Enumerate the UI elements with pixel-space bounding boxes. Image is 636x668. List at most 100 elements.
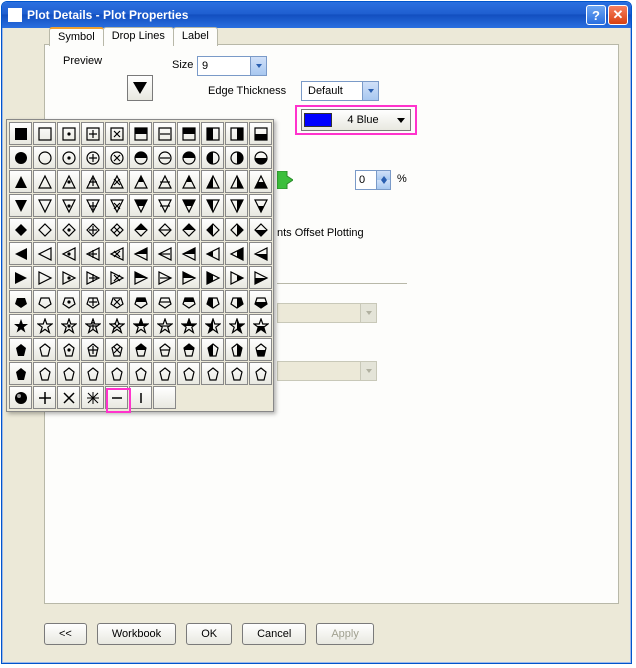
- symbol-cell[interactable]: [249, 146, 272, 169]
- edge-thickness-dropdown-icon[interactable]: [362, 82, 378, 100]
- symbol-cell[interactable]: [81, 266, 104, 289]
- symbol-cell[interactable]: [225, 314, 248, 337]
- symbol-cell[interactable]: [33, 194, 56, 217]
- symbol-cell[interactable]: [57, 218, 80, 241]
- spinner-down-icon[interactable]: [377, 180, 390, 189]
- symbol-cell[interactable]: [57, 170, 80, 193]
- symbol-cell[interactable]: [105, 362, 128, 385]
- symbol-cell[interactable]: [9, 266, 32, 289]
- symbol-cell[interactable]: [105, 266, 128, 289]
- symbol-cell[interactable]: [201, 194, 224, 217]
- percent-spinner[interactable]: 0: [355, 170, 391, 190]
- symbol-cell[interactable]: [249, 266, 272, 289]
- symbol-cell[interactable]: [57, 290, 80, 313]
- symbol-cell[interactable]: [129, 146, 152, 169]
- tab-drop-lines[interactable]: Drop Lines: [103, 27, 174, 46]
- symbol-cell[interactable]: [177, 362, 200, 385]
- symbol-cell[interactable]: [225, 218, 248, 241]
- symbol-cell[interactable]: [153, 146, 176, 169]
- symbol-cell[interactable]: [177, 146, 200, 169]
- size-dropdown-icon[interactable]: [250, 57, 266, 75]
- symbol-cell[interactable]: [129, 170, 152, 193]
- symbol-cell[interactable]: [81, 314, 104, 337]
- symbol-cell[interactable]: [105, 170, 128, 193]
- symbol-cell[interactable]: [57, 314, 80, 337]
- symbol-cell[interactable]: [105, 122, 128, 145]
- symbol-cell[interactable]: [153, 362, 176, 385]
- symbol-cell[interactable]: [153, 290, 176, 313]
- symbol-cell[interactable]: [9, 122, 32, 145]
- symbol-cell[interactable]: [33, 146, 56, 169]
- titlebar[interactable]: Plot Details - Plot Properties ? ✕: [2, 2, 631, 28]
- symbol-cell[interactable]: [129, 242, 152, 265]
- symbol-cell[interactable]: [9, 386, 32, 409]
- symbol-cell[interactable]: [249, 122, 272, 145]
- symbol-cell[interactable]: [249, 314, 272, 337]
- symbol-cell[interactable]: [9, 146, 32, 169]
- symbol-cell[interactable]: [249, 290, 272, 313]
- symbol-cell[interactable]: [153, 122, 176, 145]
- symbol-cell[interactable]: [201, 266, 224, 289]
- symbol-cell[interactable]: [81, 338, 104, 361]
- symbol-cell[interactable]: [129, 266, 152, 289]
- symbol-cell[interactable]: [201, 338, 224, 361]
- symbol-cell[interactable]: [105, 314, 128, 337]
- symbol-cell[interactable]: [201, 122, 224, 145]
- symbol-cell[interactable]: [129, 386, 152, 409]
- symbol-cell[interactable]: [201, 170, 224, 193]
- symbol-cell[interactable]: [57, 362, 80, 385]
- symbol-cell[interactable]: [57, 338, 80, 361]
- symbol-cell[interactable]: [153, 242, 176, 265]
- symbol-cell[interactable]: [225, 242, 248, 265]
- symbol-cell[interactable]: [57, 194, 80, 217]
- symbol-cell[interactable]: [105, 194, 128, 217]
- symbol-cell[interactable]: [81, 242, 104, 265]
- symbol-cell[interactable]: [57, 386, 80, 409]
- symbol-cell[interactable]: [33, 338, 56, 361]
- symbol-cell[interactable]: [225, 362, 248, 385]
- symbol-cell[interactable]: [177, 194, 200, 217]
- symbol-cell[interactable]: [9, 290, 32, 313]
- tab-symbol[interactable]: Symbol: [49, 27, 104, 46]
- spinner-up-icon[interactable]: [377, 171, 390, 180]
- symbol-cell[interactable]: [153, 218, 176, 241]
- symbol-cell[interactable]: [33, 242, 56, 265]
- symbol-cell[interactable]: [249, 338, 272, 361]
- symbol-cell[interactable]: [153, 338, 176, 361]
- symbol-cell[interactable]: [57, 242, 80, 265]
- symbol-cell[interactable]: [225, 194, 248, 217]
- symbol-cell[interactable]: [225, 290, 248, 313]
- symbol-cell[interactable]: [177, 122, 200, 145]
- symbol-cell[interactable]: [129, 218, 152, 241]
- symbol-cell[interactable]: [33, 122, 56, 145]
- symbol-cell[interactable]: [225, 122, 248, 145]
- close-button[interactable]: ✕: [608, 5, 628, 25]
- symbol-cell[interactable]: [129, 122, 152, 145]
- workbook-button[interactable]: Workbook: [97, 623, 176, 645]
- symbol-cell[interactable]: [177, 338, 200, 361]
- symbol-cell[interactable]: [105, 338, 128, 361]
- symbol-cell[interactable]: [129, 290, 152, 313]
- symbol-cell[interactable]: [33, 266, 56, 289]
- symbol-cell[interactable]: [249, 194, 272, 217]
- symbol-cell[interactable]: [201, 146, 224, 169]
- symbol-cell[interactable]: [201, 314, 224, 337]
- symbol-cell[interactable]: [225, 338, 248, 361]
- symbol-cell[interactable]: [9, 362, 32, 385]
- symbol-cell[interactable]: [105, 218, 128, 241]
- ok-button[interactable]: OK: [186, 623, 232, 645]
- symbol-cell[interactable]: [129, 314, 152, 337]
- symbol-cell[interactable]: [177, 242, 200, 265]
- symbol-cell[interactable]: [105, 146, 128, 169]
- symbol-cell[interactable]: [105, 290, 128, 313]
- symbol-cell[interactable]: [81, 146, 104, 169]
- symbol-cell[interactable]: [33, 218, 56, 241]
- symbol-cell[interactable]: [57, 146, 80, 169]
- symbol-cell[interactable]: [57, 266, 80, 289]
- symbol-cell[interactable]: [177, 290, 200, 313]
- symbol-cell[interactable]: [201, 290, 224, 313]
- symbol-cell[interactable]: [201, 218, 224, 241]
- symbol-cell[interactable]: [177, 170, 200, 193]
- symbol-cell[interactable]: [177, 218, 200, 241]
- symbol-cell[interactable]: [9, 338, 32, 361]
